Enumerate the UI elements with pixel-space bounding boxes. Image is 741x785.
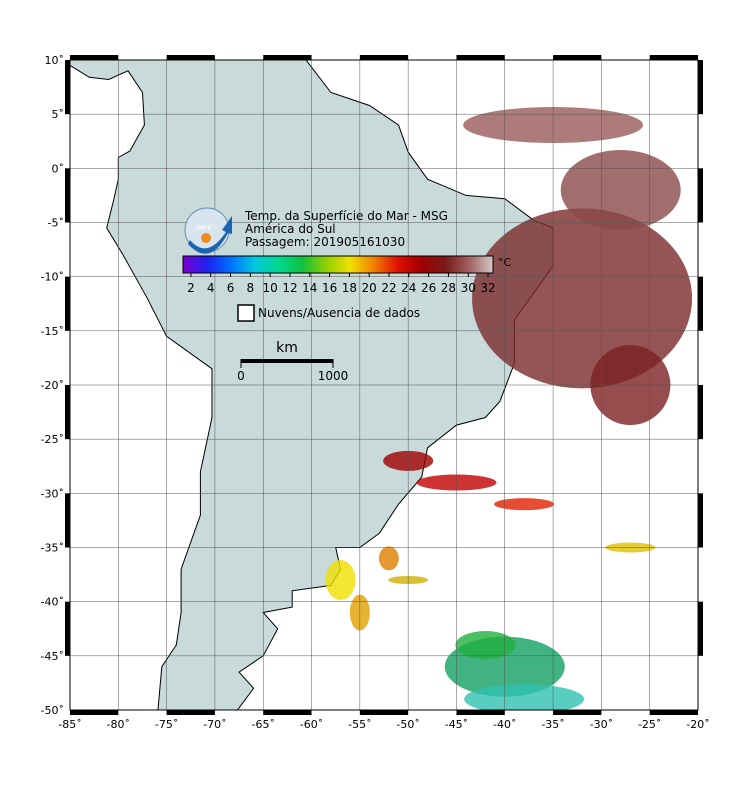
colorbar-tick-label: 8 [247, 281, 255, 295]
x-tick-label: -55˚ [348, 718, 371, 731]
frame-segment [553, 710, 602, 715]
x-tick-label: -25˚ [638, 718, 661, 731]
y-tick-label: -5˚ [48, 217, 64, 230]
x-tick-label: -30˚ [590, 718, 613, 731]
colorbar-tick-label: 32 [480, 281, 495, 295]
frame-segment [698, 385, 703, 440]
frame-segment [65, 60, 70, 115]
scale-label: 1000 [318, 369, 349, 383]
sst-patch [494, 498, 555, 511]
colorbar-tick-label: 2 [187, 281, 195, 295]
y-tick-label: -50˚ [41, 704, 64, 717]
y-tick-label: -15˚ [41, 325, 64, 338]
colorbar-tick-label: 30 [461, 281, 476, 295]
frame-segment [65, 385, 70, 440]
frame-segment [263, 55, 312, 60]
frame-segment [649, 55, 698, 60]
x-tick-label: -70˚ [203, 718, 226, 731]
frame-segment [70, 710, 119, 715]
frame-segment [359, 55, 409, 60]
frame-segment [65, 493, 70, 548]
colorbar-tick-label: 24 [401, 281, 416, 295]
y-tick-label: -30˚ [41, 487, 64, 500]
frame-segment [649, 710, 698, 715]
colorbar-tick-label: 16 [322, 281, 337, 295]
frame-segment [553, 55, 602, 60]
frame-segment [70, 55, 119, 60]
frame-segment [698, 601, 703, 656]
frame-segment [65, 276, 70, 331]
frame-segment [698, 168, 703, 223]
colorbar-tick-label: 4 [207, 281, 215, 295]
logo-sun [201, 233, 211, 243]
sst-patch [325, 560, 356, 600]
y-tick-label: -10˚ [41, 271, 64, 284]
legend-swatch [237, 304, 255, 322]
overlay: INPE Temp. da Superfície do Mar - MSG Am… [182, 207, 512, 383]
x-tick-label: -85˚ [58, 718, 81, 731]
frame-segment [65, 168, 70, 223]
sst-patch [560, 150, 681, 230]
colorbar-tick-label: 22 [381, 281, 396, 295]
y-tick-label: -35˚ [41, 542, 64, 555]
frame-segment [65, 601, 70, 656]
y-tick-label: -20˚ [41, 379, 64, 392]
frame-segment [263, 710, 312, 715]
x-tick-label: -75˚ [155, 718, 178, 731]
colorbar-tick-label: 10 [263, 281, 278, 295]
y-tick-label: 0˚ [52, 162, 65, 175]
x-tick-label: -65˚ [251, 718, 274, 731]
colorbar [182, 255, 494, 274]
frame-segment [698, 60, 703, 115]
x-tick-label: -35˚ [541, 718, 564, 731]
colorbar-tick-label: 20 [362, 281, 377, 295]
frame-segment [456, 710, 505, 715]
scale-bar [241, 359, 333, 363]
title-line: Temp. da Superfície do Mar - MSG [244, 209, 448, 223]
sst-patch [472, 208, 693, 389]
frame-segment [456, 55, 505, 60]
colorbar-tick-label: 26 [421, 281, 436, 295]
colorbar-unit: °C [498, 256, 512, 269]
colorbar-tick-label: 28 [441, 281, 456, 295]
colorbar-tick-label: 14 [302, 281, 317, 295]
colorbar-tick-label: 6 [227, 281, 235, 295]
y-tick-label: 10˚ [45, 54, 65, 67]
frame-segment [698, 276, 703, 331]
legend-label: Nuvens/Ausencia de dados [258, 306, 420, 320]
frame-segment [166, 55, 215, 60]
x-tick-label: -20˚ [686, 718, 709, 731]
grid: -85˚ -80˚ -75˚ -70˚ -65˚ -60˚ -55˚ -50˚ -45˚ -40˚… [41, 54, 710, 731]
sst-patch [455, 631, 516, 659]
x-tick-label: -80˚ [107, 718, 130, 731]
colorbar-tick-label: 18 [342, 281, 357, 295]
y-tick-label: -25˚ [41, 433, 64, 446]
ocean-layer [70, 60, 693, 710]
y-tick-label: -45˚ [41, 650, 64, 663]
title-line: Passagem: 201905161030 [245, 235, 405, 249]
colorbar-tick-label: 12 [282, 281, 297, 295]
x-tick-label: -45˚ [445, 718, 468, 731]
x-tick-label: -50˚ [396, 718, 419, 731]
frame-segment [359, 710, 409, 715]
y-tick-label: -40˚ [41, 596, 64, 609]
frame-segment [698, 493, 703, 548]
sst-patch [464, 684, 585, 710]
scale-unit: km [276, 340, 298, 356]
title-line: América do Sul [245, 222, 336, 236]
frame [65, 55, 703, 715]
y-tick-label: 5˚ [52, 108, 65, 121]
logo-text: INPE [196, 224, 213, 232]
sst-patch [378, 546, 399, 571]
x-tick-label: -40˚ [493, 718, 516, 731]
frame-segment [166, 710, 215, 715]
x-tick-label: -60˚ [300, 718, 323, 731]
scale-label: 0 [237, 369, 245, 383]
